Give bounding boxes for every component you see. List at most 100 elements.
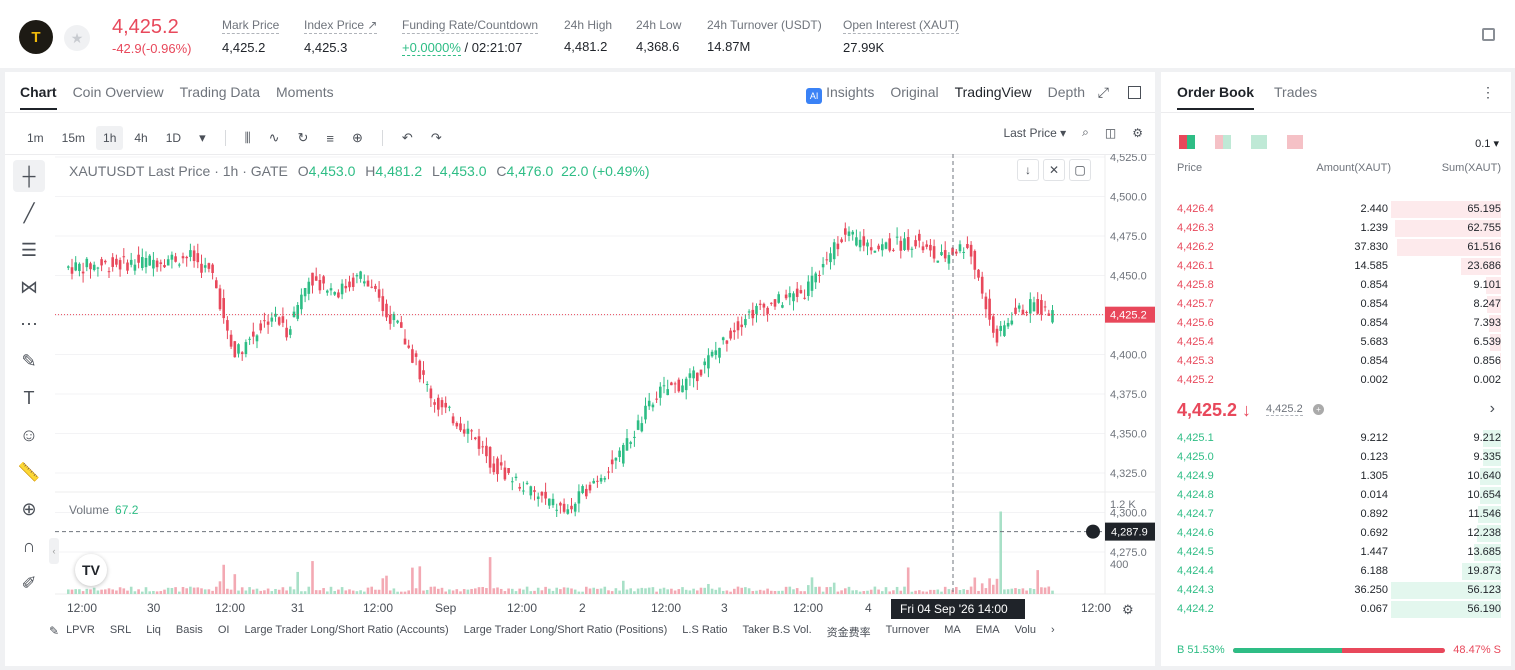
indicator-taker-vol[interactable]: Taker B.S Vol.	[742, 624, 812, 636]
indicator-ma[interactable]: MA	[944, 624, 961, 636]
projection-icon[interactable]: ⋯	[20, 313, 38, 334]
tab-insights[interactable]: AI Insights	[806, 84, 874, 104]
book-icon[interactable]	[1482, 28, 1495, 41]
collapse-toolbar-icon[interactable]: ‹	[49, 538, 59, 564]
ask-row[interactable]: 4,426.3 1.239 62.755	[1177, 219, 1501, 238]
expand-icon[interactable]: ⤢	[1097, 84, 1109, 100]
interval-1h[interactable]: 1h	[96, 126, 124, 150]
stat-funding-rate[interactable]: Funding Rate/Countdown +0.0000% / 02:21:0…	[402, 18, 539, 56]
bid-row[interactable]: 4,424.4 6.188 19.873	[1177, 562, 1501, 581]
indicator-turnover[interactable]: Turnover	[885, 624, 930, 636]
bid-row[interactable]: 4,424.2 0.067 56.190	[1177, 600, 1501, 619]
axis-settings-icon[interactable]: ⚙	[1122, 602, 1134, 617]
ask-row[interactable]: 4,425.2 0.002 0.002	[1177, 371, 1501, 390]
tab-trading-data[interactable]: Trading Data	[179, 84, 261, 100]
indicator-lt-positions[interactable]: Large Trader Long/Short Ratio (Positions…	[463, 624, 668, 636]
bid-row[interactable]: 4,424.9 1.305 10.640	[1177, 467, 1501, 486]
templates-icon[interactable]: ≡	[326, 130, 334, 146]
settings-icon[interactable]: ⚙	[1132, 125, 1143, 140]
bid-row[interactable]: 4,424.3 36.250 56.123	[1177, 581, 1501, 600]
ruler-icon[interactable]: 📏	[17, 461, 41, 482]
info-icon[interactable]: +	[1313, 404, 1324, 415]
interval-15m[interactable]: 15m	[61, 131, 86, 145]
indicator-funding-rate[interactable]: 资金费率	[826, 627, 871, 639]
redo-icon[interactable]: ↷	[430, 130, 442, 145]
indicator-ls-ratio[interactable]: L.S Ratio	[682, 624, 728, 636]
bid-row[interactable]: 4,424.7 0.892 11.546	[1177, 505, 1501, 524]
brush-icon[interactable]: ✎	[21, 350, 37, 371]
indicator-srl[interactable]: SRL	[109, 624, 132, 636]
layout-bids-icon[interactable]	[1251, 135, 1267, 149]
crosshair-icon[interactable]: ┼	[13, 160, 45, 192]
ask-row[interactable]: 4,426.4 2.440 65.195	[1177, 200, 1501, 219]
indicator-liq[interactable]: Liq	[146, 624, 161, 636]
pencil-lock-icon[interactable]: ✐	[21, 572, 37, 593]
interval-1m[interactable]: 1m	[27, 131, 44, 145]
magnet-icon[interactable]: ∩	[22, 535, 36, 556]
tab-depth[interactable]: Depth	[1047, 84, 1085, 100]
fib-icon[interactable]: ☰	[20, 239, 38, 260]
bid-row[interactable]: 4,425.0 0.123 9.335	[1177, 448, 1501, 467]
indicator-lpvr[interactable]: LPVR	[66, 624, 95, 636]
interval-4h[interactable]: 4h	[134, 131, 148, 145]
search-icon[interactable]: ⌕	[1082, 125, 1089, 139]
chevron-right-icon[interactable]: ›	[1489, 400, 1495, 417]
refresh-icon[interactable]: ↻	[297, 130, 309, 145]
stat-index-price[interactable]: Index Price ↗ 4,425.3	[304, 18, 378, 55]
zoom-icon[interactable]: ⊕	[21, 498, 37, 519]
ask-row[interactable]: 4,425.4 5.683 6.539	[1177, 333, 1501, 352]
tab-chart[interactable]: Chart	[20, 84, 57, 110]
chevron-right-icon[interactable]: ›	[1051, 624, 1055, 636]
tab-original[interactable]: Original	[890, 84, 939, 100]
stat-mark-price[interactable]: Mark Price 4,425.2	[222, 18, 280, 55]
text-icon[interactable]: T	[23, 387, 35, 408]
indicators-icon[interactable]: ∿	[268, 130, 280, 145]
ask-row[interactable]: 4,425.6 0.854 7.393	[1177, 314, 1501, 333]
more-icon[interactable]: ⋮	[1481, 84, 1495, 100]
pattern-icon[interactable]: ⋈	[20, 276, 38, 297]
tradingview-logo[interactable]: TV	[75, 554, 107, 586]
indicator-volume[interactable]: Volu	[1014, 624, 1036, 636]
ask-row[interactable]: 4,426.1 14.585 23.686	[1177, 257, 1501, 276]
bid-row[interactable]: 4,424.6 0.692 12.238	[1177, 524, 1501, 543]
dropdown-icon[interactable]: ▾	[199, 130, 206, 145]
emoji-icon[interactable]: ☺	[19, 424, 39, 445]
tab-tradingview[interactable]: TradingView	[954, 84, 1032, 100]
layout-bids-asks-icon[interactable]	[1215, 135, 1231, 149]
tab-coin-overview[interactable]: Coin Overview	[72, 84, 164, 100]
tab-order-book[interactable]: Order Book	[1177, 84, 1255, 110]
price-chart[interactable]: 4,525.04,500.04,475.04,450.04,425.04,400…	[55, 154, 1155, 624]
maximize-icon[interactable]: ▢	[1069, 159, 1091, 181]
ask-row[interactable]: 4,425.8 0.854 9.101	[1177, 276, 1501, 295]
layout-asks-icon[interactable]	[1287, 135, 1303, 149]
add-icon[interactable]: ⊕	[352, 130, 363, 145]
camera-icon[interactable]: ◫	[1104, 125, 1117, 140]
collapse-icon[interactable]: ✕	[1043, 159, 1065, 181]
volume-bar	[755, 590, 758, 594]
interval-1d[interactable]: 1D	[165, 131, 182, 145]
bid-row[interactable]: 4,425.1 9.212 9.212	[1177, 429, 1501, 448]
ask-row[interactable]: 4,425.7 0.854 8.247	[1177, 295, 1501, 314]
undo-icon[interactable]: ↶	[401, 130, 413, 145]
layout-both-icon[interactable]	[1179, 135, 1195, 149]
indicator-lt-accounts[interactable]: Large Trader Long/Short Ratio (Accounts)	[244, 624, 449, 636]
favorite-star-icon[interactable]: ★	[64, 25, 90, 51]
bid-row[interactable]: 4,424.5 1.447 13.685	[1177, 543, 1501, 562]
ask-row[interactable]: 4,426.2 37.830 61.516	[1177, 238, 1501, 257]
indicator-basis[interactable]: Basis	[175, 624, 203, 636]
candle-type-icon[interactable]: ⫼	[244, 130, 251, 145]
price-type-select[interactable]: Last Price ▾	[1003, 125, 1067, 140]
arrow-down-icon[interactable]: ↓	[1017, 159, 1039, 181]
pencil-icon[interactable]: ✎	[49, 624, 60, 638]
indicator-ema[interactable]: EMA	[975, 624, 1000, 636]
trendline-icon[interactable]: ╱	[23, 202, 35, 223]
bid-row[interactable]: 4,424.8 0.014 10.654	[1177, 486, 1501, 505]
ticker-header: T ★ 4,425.2 -42.9(-0.96%) Mark Price 4,42…	[0, 0, 1515, 68]
price-step-select[interactable]: 0.1 ▾	[1475, 138, 1499, 150]
indicator-oi[interactable]: OI	[217, 624, 230, 636]
stat-open-interest[interactable]: Open Interest (XAUT) 27.99K	[843, 18, 960, 55]
tab-moments[interactable]: Moments	[276, 84, 334, 100]
tab-trades[interactable]: Trades	[1274, 84, 1318, 100]
ask-row[interactable]: 4,425.3 0.854 0.856	[1177, 352, 1501, 371]
window-icon[interactable]	[1128, 86, 1141, 99]
